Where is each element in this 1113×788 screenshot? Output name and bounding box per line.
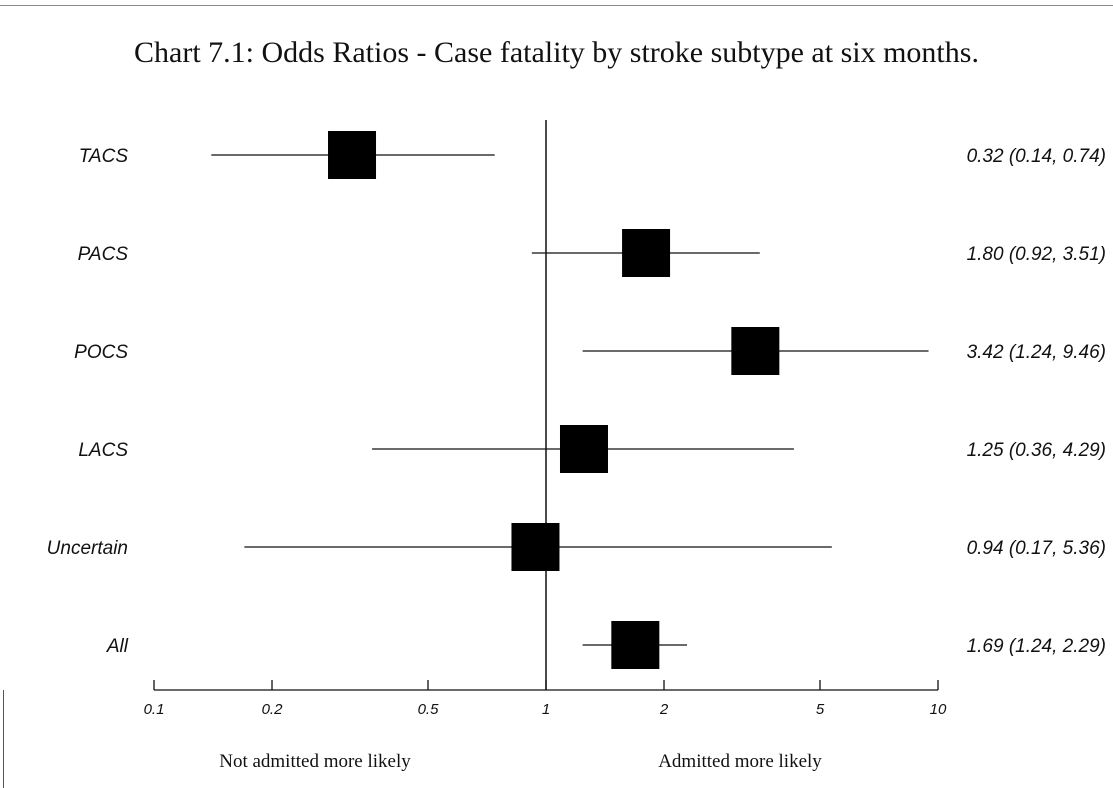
row-label: LACS	[78, 440, 128, 461]
x-tick-label: 5	[816, 701, 825, 718]
odds-ratio-marker	[611, 621, 660, 669]
row-label: Uncertain	[47, 538, 128, 559]
row-label: TACS	[79, 146, 129, 167]
odds-ratio-marker	[731, 327, 780, 375]
x-tick-label: 1	[542, 701, 550, 718]
row-label: POCS	[74, 342, 128, 363]
x-tick-label: 0.5	[418, 701, 440, 718]
x-tick-label: 2	[659, 701, 669, 718]
odds-ratio-marker	[622, 229, 671, 277]
ci-label: 1.80 (0.92, 3.51)	[967, 244, 1106, 265]
odds-ratio-marker	[511, 523, 560, 571]
ci-label: 0.32 (0.14, 0.74)	[967, 146, 1106, 167]
left-direction-label: Not admitted more likely	[219, 751, 411, 772]
ci-label: 3.42 (1.24, 9.46)	[967, 342, 1106, 363]
x-tick-label: 10	[930, 701, 947, 718]
x-tick-label: 0.2	[262, 701, 284, 718]
frame-left-border	[3, 690, 4, 788]
frame-top-border	[0, 5, 1113, 6]
right-direction-label: Admitted more likely	[658, 751, 822, 772]
odds-ratio-marker	[559, 425, 608, 473]
chart-title: Chart 7.1: Odds Ratios - Case fatality b…	[134, 36, 979, 69]
ci-label: 1.25 (0.36, 4.29)	[967, 440, 1106, 461]
row-label: PACS	[78, 244, 129, 265]
ci-label: 1.69 (1.24, 2.29)	[967, 636, 1106, 657]
odds-ratio-marker	[328, 131, 377, 179]
ci-label: 0.94 (0.17, 5.36)	[967, 538, 1106, 559]
row-label: All	[106, 636, 129, 657]
x-tick-label: 0.1	[144, 701, 165, 718]
